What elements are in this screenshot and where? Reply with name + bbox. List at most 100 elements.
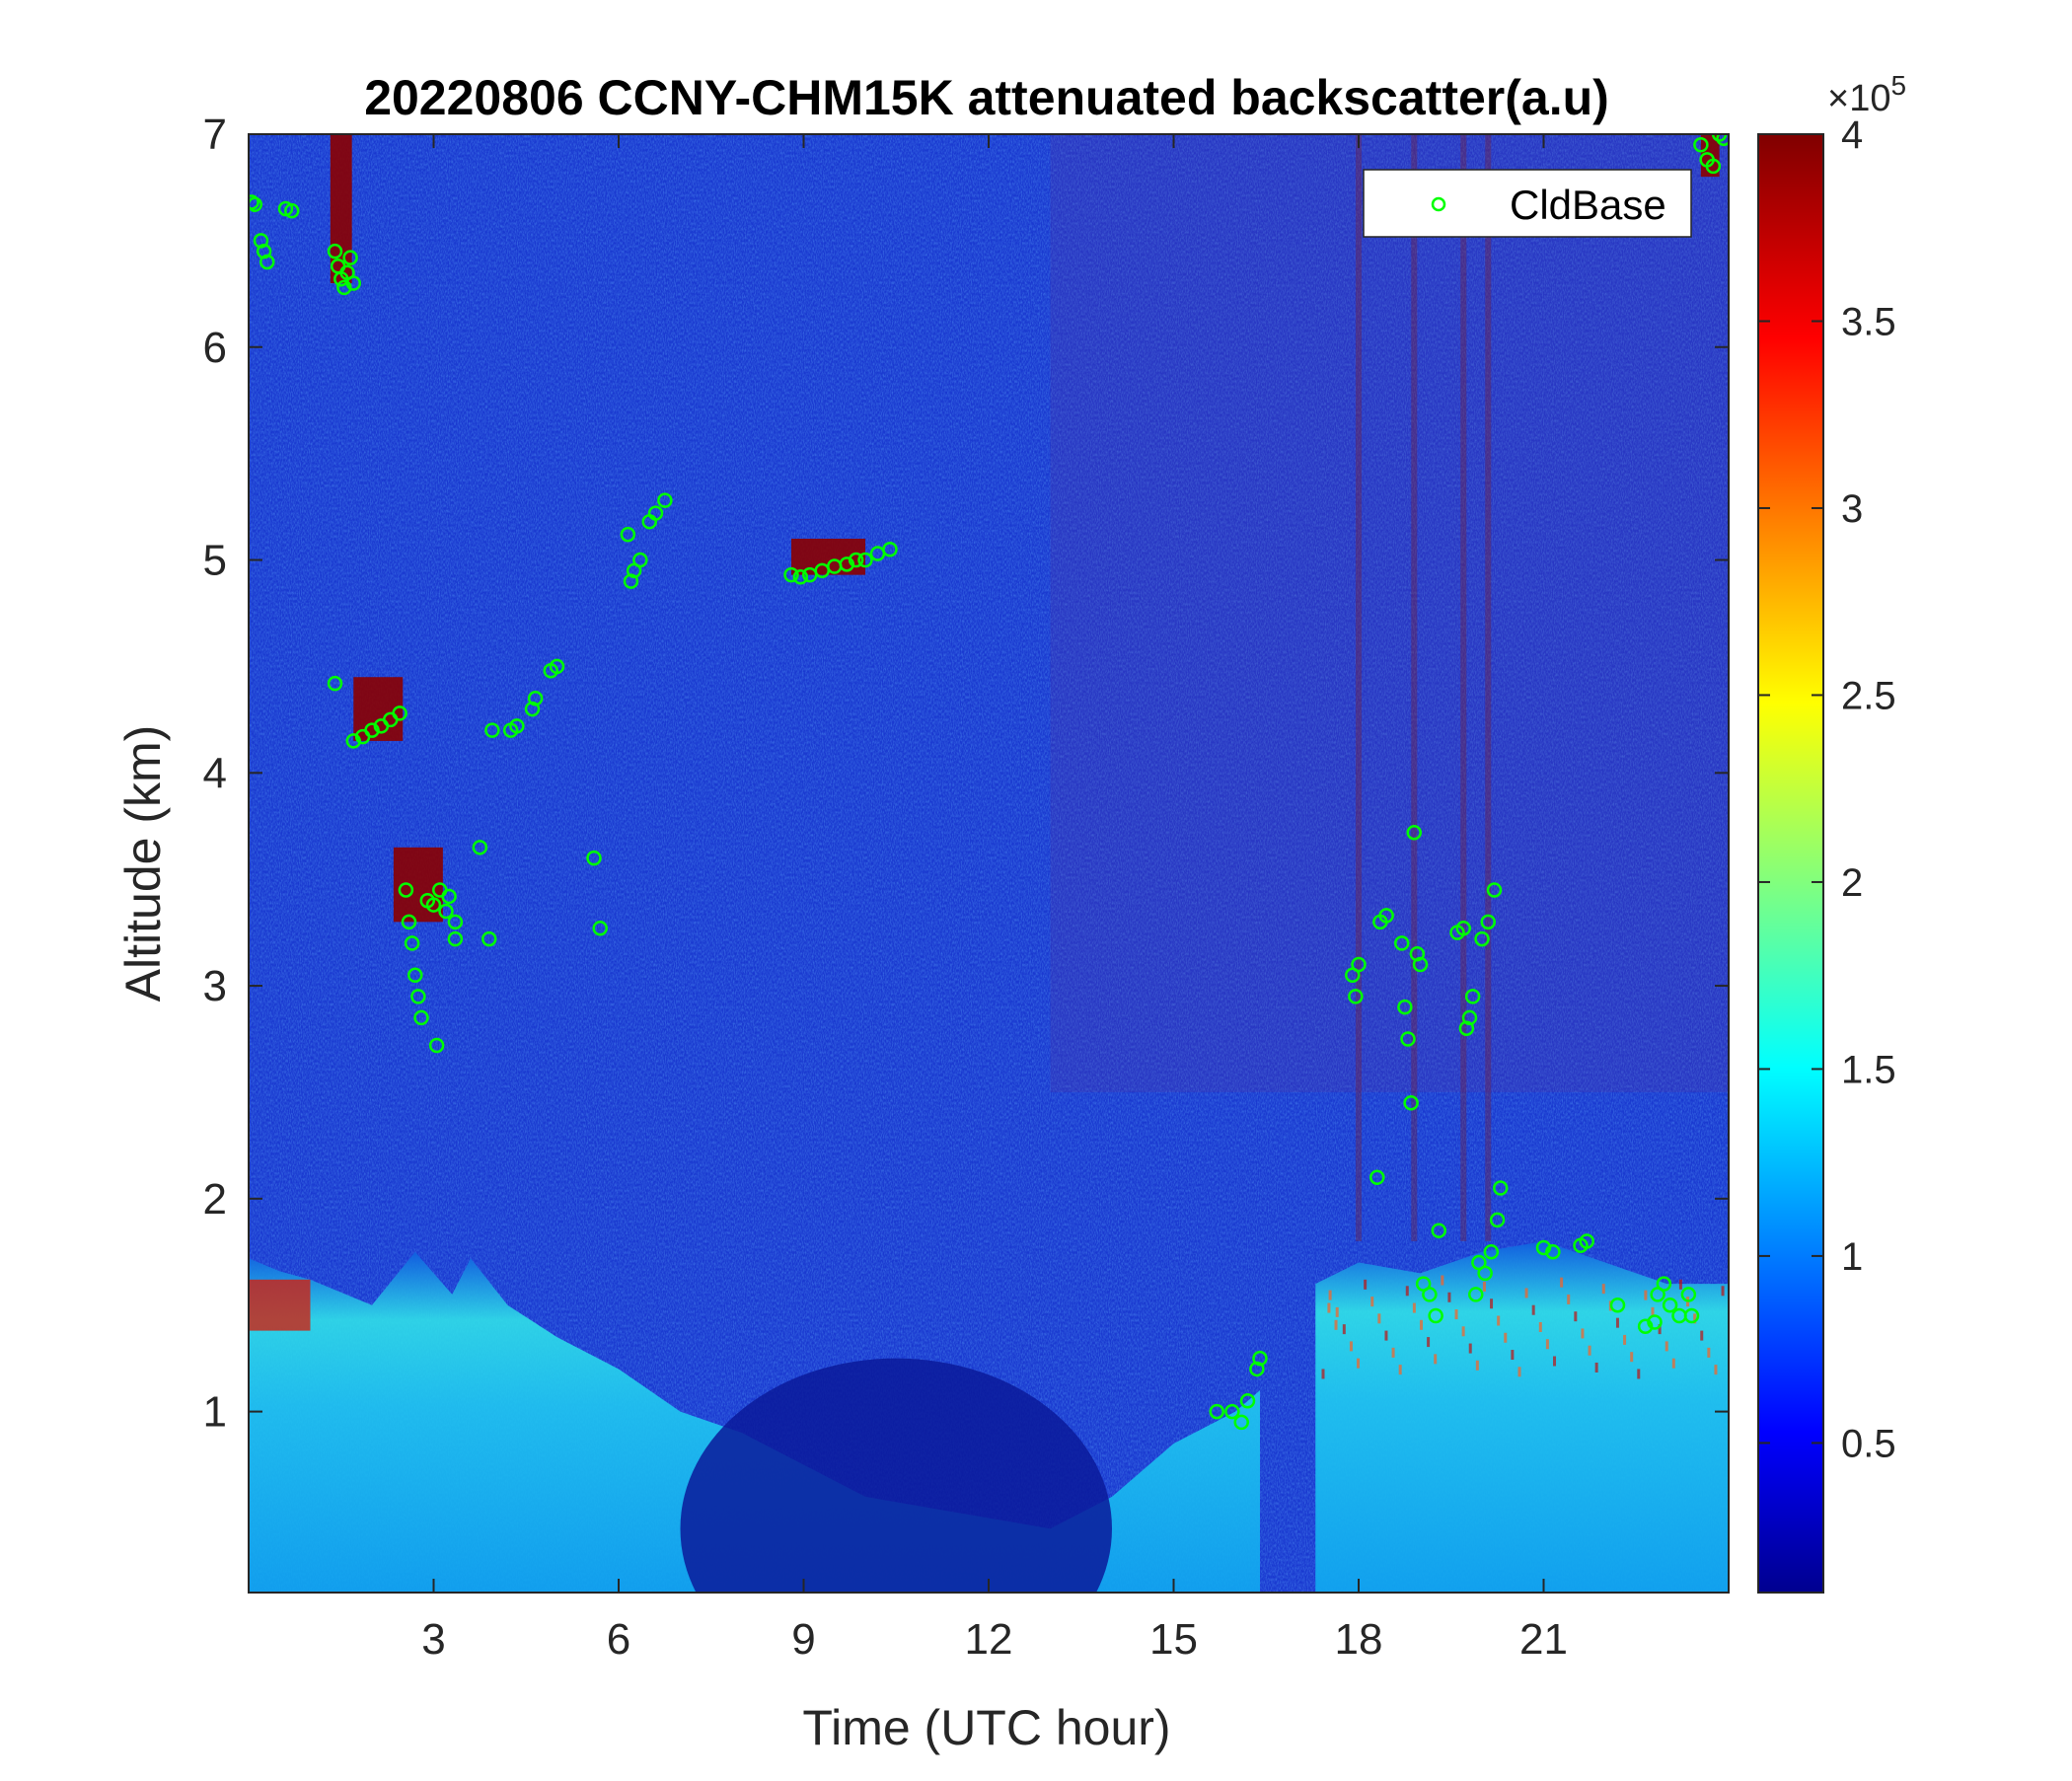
cldbase-point <box>527 691 544 706</box>
cldbase-point <box>1656 1276 1672 1292</box>
x-axis: 3 6 9 12 15 18 21 <box>421 134 1568 1664</box>
cldbase-point <box>1397 999 1413 1015</box>
cldbase-point <box>407 967 423 984</box>
speckle <box>1504 1332 1508 1343</box>
speckle <box>1391 1347 1395 1358</box>
cldbase-point <box>425 897 442 913</box>
cldbase-point <box>1351 956 1367 973</box>
colorbar-gradient <box>1757 133 1824 1594</box>
speckle <box>1567 1294 1571 1304</box>
cldbase-point <box>392 705 407 721</box>
speckle <box>1447 1292 1451 1302</box>
speckle <box>1441 1275 1444 1286</box>
speckle <box>1327 1302 1331 1313</box>
speckle <box>1370 1297 1374 1307</box>
cldbase-point <box>632 552 648 568</box>
speckle <box>1497 1315 1501 1326</box>
legend-marker <box>1431 196 1446 212</box>
cldbase-point <box>438 903 454 920</box>
cldbase-point <box>1579 1233 1594 1249</box>
cldbase-point <box>1483 1244 1500 1260</box>
cldbase-point <box>342 250 358 265</box>
cldbase-point <box>1233 1414 1249 1431</box>
cldbase-point <box>1224 1403 1240 1420</box>
speckle <box>1335 1306 1339 1317</box>
speckle <box>1511 1350 1515 1361</box>
cldbase-point <box>398 882 414 898</box>
cldbase-point <box>1403 1094 1419 1111</box>
speckle <box>1321 1369 1325 1379</box>
cldbase-point <box>1535 1239 1552 1256</box>
cldbase-point <box>1209 1403 1224 1420</box>
cldbase-point <box>410 989 426 1004</box>
speckle <box>1517 1367 1521 1377</box>
heatmap-shapes <box>249 134 1729 1593</box>
cldbase-point <box>1468 1287 1484 1302</box>
cldbase-point <box>336 279 352 296</box>
cldbase-point <box>1252 1350 1268 1367</box>
cldbase-point <box>1662 1297 1678 1313</box>
cldbase-point <box>1464 989 1481 1004</box>
cldbase-point <box>1493 1180 1509 1196</box>
boundary-layer-morning <box>249 1251 1260 1593</box>
colorbar-exponent-power: 5 <box>1890 70 1906 101</box>
cldbase-point <box>1480 914 1496 930</box>
cldbase-point <box>620 526 636 543</box>
y-tick-label: 2 <box>203 1175 227 1224</box>
cldbase-point <box>1412 956 1429 973</box>
cldbase-point <box>345 733 361 749</box>
boundary-layer-afternoon <box>1315 1240 1729 1593</box>
cldbase-point <box>428 1037 445 1054</box>
speckle <box>1615 1317 1619 1328</box>
x-tick-label: 18 <box>1335 1615 1383 1664</box>
speckle <box>1384 1330 1388 1341</box>
cldbase-point <box>1680 1287 1697 1302</box>
x-tick-label: 3 <box>421 1615 445 1664</box>
speckle <box>1623 1334 1627 1345</box>
cldbase-point <box>549 658 565 675</box>
colorbar-exponent: ×105 <box>1827 70 1906 119</box>
speckle <box>1434 1354 1438 1365</box>
cldbase-point <box>327 243 343 260</box>
speckle <box>1588 1345 1591 1356</box>
y-tick-label: 5 <box>203 537 227 585</box>
cldbase-point <box>586 850 602 866</box>
cldbase-point <box>401 914 417 930</box>
speckle <box>1377 1313 1381 1324</box>
legend: CldBase <box>1363 169 1692 238</box>
cldbase-point <box>1422 1287 1438 1302</box>
cldbase-point <box>1716 134 1729 147</box>
colorbar-tick-label: 1 <box>1841 1235 1863 1279</box>
y-axis: 1 2 3 4 5 6 7 <box>203 111 1729 1437</box>
speckle <box>1671 1358 1675 1369</box>
cldbase-point <box>882 541 898 557</box>
speckle <box>1468 1343 1472 1354</box>
speckle <box>1538 1321 1542 1332</box>
speckle <box>1328 1290 1332 1300</box>
speckle <box>1531 1304 1535 1315</box>
chart-title: 20220806 CCNY-CHM15K attenuated backscat… <box>364 70 1609 125</box>
cldbase-point <box>1455 921 1471 936</box>
colorbar-exponent-base: ×10 <box>1827 78 1890 119</box>
cldbase-point <box>481 930 497 947</box>
cldbase-point <box>857 552 873 568</box>
cldbase-point <box>1431 1223 1446 1238</box>
vertical-streak <box>1460 134 1467 1241</box>
speckle <box>1700 1330 1704 1341</box>
speckle <box>1454 1309 1458 1320</box>
colorbar-tick-label: 1.5 <box>1841 1048 1896 1091</box>
y-tick-label: 7 <box>203 111 227 159</box>
speckle <box>1364 1279 1368 1290</box>
cldbase-point <box>413 1009 429 1026</box>
cldbase-point <box>1461 1009 1478 1026</box>
speckle <box>1665 1341 1668 1352</box>
speckle <box>1524 1288 1528 1299</box>
legend-label: CldBase <box>1510 182 1666 228</box>
colorbar: 0.5 1 1.5 2 2.5 3 3.5 4 ×105 <box>1757 70 1906 1594</box>
speckle <box>1601 1284 1605 1295</box>
cldbase-point <box>1369 1169 1385 1186</box>
cldbase-point <box>249 196 262 212</box>
x-tick-label: 6 <box>607 1615 630 1664</box>
cldbase-point <box>509 718 525 734</box>
